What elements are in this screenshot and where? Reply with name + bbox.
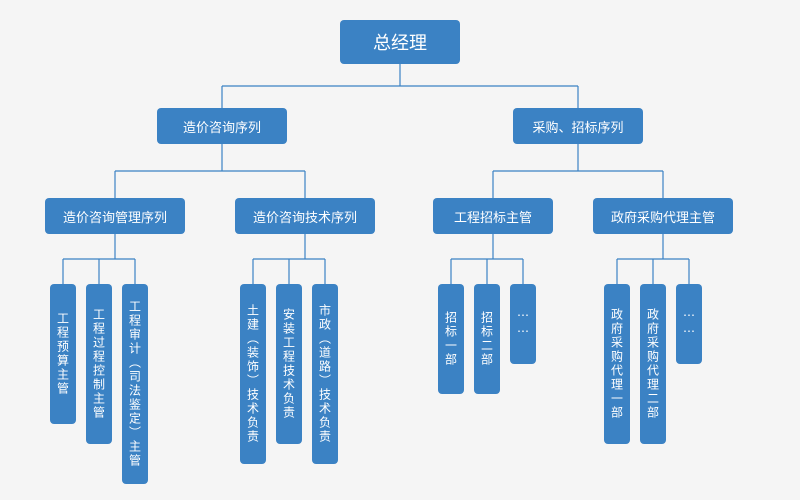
org-node-d1: 政府采购代理一部 (604, 284, 630, 444)
org-chart-connectors (0, 0, 800, 500)
org-node-l1b: 采购、招标序列 (513, 108, 643, 144)
org-node-l2a: 造价咨询管理序列 (45, 198, 185, 234)
org-node-a3: 工程审计︵司法鉴定︶主管 (122, 284, 148, 484)
org-node-b3: 市政︵道路︶技术负责 (312, 284, 338, 464)
org-node-b2: 安装工程技术负责 (276, 284, 302, 444)
org-node-l2c: 工程招标主管 (433, 198, 553, 234)
org-node-l2b: 造价咨询技术序列 (235, 198, 375, 234)
org-node-l1a: 造价咨询序列 (157, 108, 287, 144)
org-node-d3: ⋯⋯ (676, 284, 702, 364)
org-node-c3: ⋯⋯ (510, 284, 536, 364)
org-node-l2d: 政府采购代理主管 (593, 198, 733, 234)
org-node-c2: 招标二部 (474, 284, 500, 394)
org-node-root: 总经理 (340, 20, 460, 64)
org-node-a1: 工程预算主管 (50, 284, 76, 424)
org-node-c1: 招标一部 (438, 284, 464, 394)
org-node-a2: 工程过程控制主管 (86, 284, 112, 444)
org-node-b1: 土建︵装饰︶技术负责 (240, 284, 266, 464)
org-node-d2: 政府采购代理二部 (640, 284, 666, 444)
